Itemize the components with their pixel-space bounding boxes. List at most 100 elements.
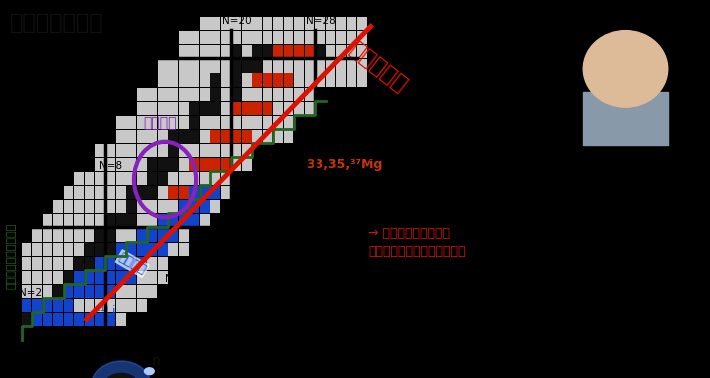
Bar (221, 102, 231, 115)
Bar (305, 45, 315, 59)
Bar (53, 299, 63, 312)
Text: N=28: N=28 (305, 16, 335, 26)
Bar (116, 116, 126, 129)
Text: Z=20: Z=20 (0, 53, 19, 64)
Bar (179, 186, 189, 199)
Bar (137, 271, 147, 284)
Bar (168, 186, 178, 199)
Bar (273, 59, 283, 73)
Bar (148, 200, 157, 214)
Bar (179, 200, 189, 214)
Bar (326, 45, 335, 59)
Bar (43, 214, 53, 228)
Bar (168, 228, 178, 242)
Bar (294, 102, 304, 115)
Bar (190, 200, 199, 214)
Bar (284, 45, 293, 59)
Bar (53, 257, 63, 270)
Bar (168, 130, 178, 143)
Bar (32, 313, 42, 326)
Bar (84, 271, 94, 284)
Bar (126, 271, 136, 284)
Bar (106, 313, 115, 326)
Bar (84, 257, 94, 270)
Bar (126, 257, 136, 270)
Bar (263, 102, 273, 115)
Bar (74, 257, 84, 270)
Text: ²⁹Ne,³¹Ne: ²⁹Ne,³¹Ne (288, 186, 346, 199)
Bar (84, 243, 94, 256)
Bar (137, 228, 147, 242)
Bar (106, 313, 115, 326)
Bar (106, 285, 115, 298)
Bar (200, 45, 209, 59)
Bar (74, 200, 84, 214)
Bar (106, 158, 115, 171)
Bar (148, 243, 157, 256)
Bar (148, 228, 157, 242)
Bar (21, 271, 31, 284)
Bar (84, 271, 94, 284)
Bar (326, 17, 335, 30)
Bar (326, 31, 335, 44)
Bar (210, 73, 220, 87)
Bar (231, 158, 241, 171)
Bar (158, 214, 168, 228)
Bar (294, 73, 304, 87)
Bar (294, 31, 304, 44)
Bar (190, 158, 199, 171)
Bar (263, 45, 273, 59)
Bar (126, 257, 136, 270)
Bar (53, 313, 63, 326)
Bar (252, 73, 262, 87)
Bar (179, 200, 189, 214)
Bar (137, 257, 147, 270)
Bar (221, 59, 231, 73)
Bar (273, 45, 283, 59)
Bar (273, 73, 283, 87)
Bar (95, 285, 105, 298)
Bar (21, 299, 31, 312)
Bar (168, 243, 178, 256)
Bar (106, 186, 115, 199)
Bar (168, 214, 178, 228)
Bar (74, 214, 84, 228)
Bar (168, 186, 178, 199)
Text: N=16: N=16 (165, 274, 195, 284)
Bar (190, 144, 199, 157)
Bar (53, 200, 63, 214)
Bar (53, 243, 63, 256)
Bar (221, 45, 231, 59)
Bar (200, 158, 209, 171)
Bar (95, 313, 105, 326)
Bar (84, 172, 94, 185)
Bar (263, 73, 273, 87)
Bar (168, 116, 178, 129)
Bar (148, 116, 157, 129)
Bar (106, 243, 115, 256)
Bar (210, 186, 220, 199)
Bar (64, 313, 73, 326)
Bar (64, 257, 73, 270)
Bar (158, 130, 168, 143)
Bar (116, 271, 126, 284)
Bar (116, 285, 126, 298)
Bar (231, 102, 241, 115)
Bar (200, 158, 209, 171)
Bar (126, 299, 136, 312)
Bar (32, 257, 42, 270)
Bar (137, 130, 147, 143)
Circle shape (145, 368, 154, 375)
Bar (32, 313, 42, 326)
Bar (148, 88, 157, 101)
Bar (95, 257, 105, 270)
Bar (231, 73, 241, 87)
Bar (221, 172, 231, 185)
Bar (106, 200, 115, 214)
Bar (242, 158, 251, 171)
Bar (252, 88, 262, 101)
Bar (252, 17, 262, 30)
Bar (116, 158, 126, 171)
Bar (95, 200, 105, 214)
Bar (200, 144, 209, 157)
